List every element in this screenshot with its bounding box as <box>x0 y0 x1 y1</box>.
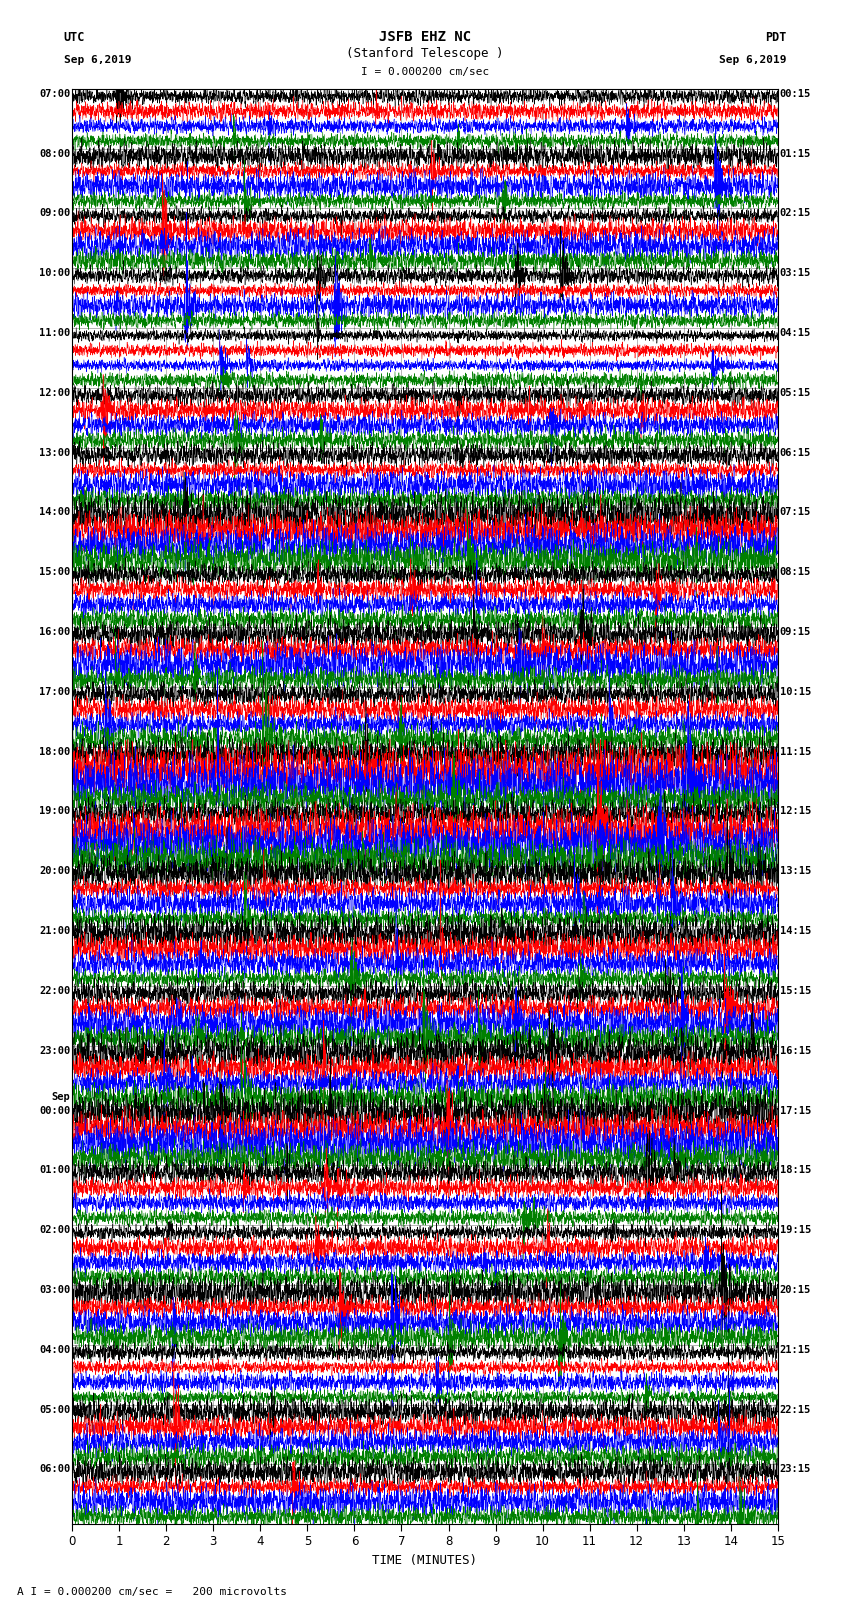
Text: 03:00: 03:00 <box>39 1286 71 1295</box>
Text: I = 0.000200 cm/sec: I = 0.000200 cm/sec <box>361 68 489 77</box>
Text: 02:15: 02:15 <box>779 208 811 218</box>
Text: JSFB EHZ NC: JSFB EHZ NC <box>379 29 471 44</box>
Text: 17:00: 17:00 <box>39 687 71 697</box>
Text: 14:15: 14:15 <box>779 926 811 936</box>
Text: 23:00: 23:00 <box>39 1045 71 1057</box>
Text: 08:00: 08:00 <box>39 148 71 158</box>
Text: 06:15: 06:15 <box>779 448 811 458</box>
Text: A I = 0.000200 cm/sec =   200 microvolts: A I = 0.000200 cm/sec = 200 microvolts <box>17 1587 287 1597</box>
Text: 01:15: 01:15 <box>779 148 811 158</box>
Text: 18:00: 18:00 <box>39 747 71 756</box>
Text: 19:15: 19:15 <box>779 1226 811 1236</box>
Text: 22:00: 22:00 <box>39 986 71 995</box>
Text: 21:15: 21:15 <box>779 1345 811 1355</box>
Text: 10:15: 10:15 <box>779 687 811 697</box>
Text: 15:15: 15:15 <box>779 986 811 995</box>
Text: 18:15: 18:15 <box>779 1165 811 1176</box>
Text: 13:15: 13:15 <box>779 866 811 876</box>
Text: 22:15: 22:15 <box>779 1405 811 1415</box>
Text: 20:00: 20:00 <box>39 866 71 876</box>
Text: 06:00: 06:00 <box>39 1465 71 1474</box>
Text: 04:00: 04:00 <box>39 1345 71 1355</box>
Text: 17:15: 17:15 <box>779 1105 811 1116</box>
Text: 07:15: 07:15 <box>779 508 811 518</box>
Text: 00:00: 00:00 <box>39 1105 71 1116</box>
Text: 02:00: 02:00 <box>39 1226 71 1236</box>
Text: 03:15: 03:15 <box>779 268 811 277</box>
Text: 16:15: 16:15 <box>779 1045 811 1057</box>
Text: 15:00: 15:00 <box>39 568 71 577</box>
Text: 04:15: 04:15 <box>779 327 811 339</box>
Text: 05:15: 05:15 <box>779 387 811 398</box>
Text: Sep: Sep <box>51 1092 71 1102</box>
Text: 00:15: 00:15 <box>779 89 811 98</box>
Text: 07:00: 07:00 <box>39 89 71 98</box>
Text: Sep 6,2019: Sep 6,2019 <box>719 55 786 65</box>
Text: 11:15: 11:15 <box>779 747 811 756</box>
Text: 13:00: 13:00 <box>39 448 71 458</box>
Text: (Stanford Telescope ): (Stanford Telescope ) <box>346 47 504 60</box>
Text: PDT: PDT <box>765 31 786 44</box>
Text: 23:15: 23:15 <box>779 1465 811 1474</box>
Text: 12:15: 12:15 <box>779 806 811 816</box>
Text: 10:00: 10:00 <box>39 268 71 277</box>
Text: 08:15: 08:15 <box>779 568 811 577</box>
Text: 09:15: 09:15 <box>779 627 811 637</box>
Text: 11:00: 11:00 <box>39 327 71 339</box>
Text: UTC: UTC <box>64 31 85 44</box>
X-axis label: TIME (MINUTES): TIME (MINUTES) <box>372 1553 478 1566</box>
Text: 14:00: 14:00 <box>39 508 71 518</box>
Text: 20:15: 20:15 <box>779 1286 811 1295</box>
Text: 09:00: 09:00 <box>39 208 71 218</box>
Text: 01:00: 01:00 <box>39 1165 71 1176</box>
Text: 19:00: 19:00 <box>39 806 71 816</box>
Text: 05:00: 05:00 <box>39 1405 71 1415</box>
Text: Sep 6,2019: Sep 6,2019 <box>64 55 131 65</box>
Text: 21:00: 21:00 <box>39 926 71 936</box>
Text: 12:00: 12:00 <box>39 387 71 398</box>
Text: 16:00: 16:00 <box>39 627 71 637</box>
